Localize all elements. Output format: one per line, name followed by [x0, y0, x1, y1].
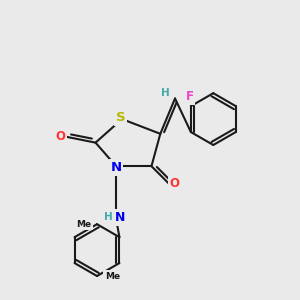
Text: S: S: [116, 111, 125, 124]
Text: F: F: [185, 90, 194, 103]
Text: O: O: [56, 130, 66, 143]
Text: O: O: [169, 177, 179, 190]
Text: Me: Me: [105, 272, 120, 280]
Text: N: N: [115, 211, 125, 224]
Text: N: N: [111, 161, 122, 174]
Text: H: H: [161, 88, 170, 98]
Text: Me: Me: [76, 220, 91, 229]
Text: H: H: [103, 212, 112, 222]
